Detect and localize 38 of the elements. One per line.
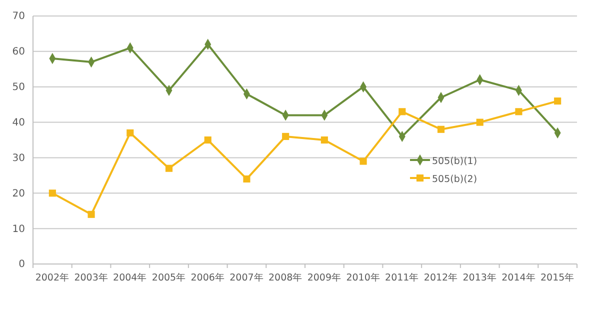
legend-label: 505(b)(1) [432, 156, 478, 167]
y-tick-label: 60 [12, 46, 25, 58]
x-tick-label: 2013年 [462, 272, 497, 284]
x-tick-label: 2004年 [113, 272, 148, 284]
x-tick-label: 2012年 [424, 272, 458, 284]
y-tick-label: 40 [12, 117, 25, 128]
point [126, 129, 134, 136]
point [515, 108, 522, 116]
legend-label: 505(b)(2) [432, 174, 478, 185]
point [398, 108, 406, 116]
y-tick-label: 0 [18, 259, 25, 270]
point [554, 97, 562, 105]
point [88, 210, 95, 218]
point [204, 136, 212, 144]
point [320, 136, 328, 144]
point [360, 158, 367, 165]
x-tick-label: 2014年 [502, 272, 536, 284]
point [437, 126, 445, 133]
x-tick-label: 2009年 [307, 272, 342, 284]
x-tick-label: 2005年 [152, 272, 186, 284]
point [243, 175, 250, 183]
x-tick-label: 2006年 [190, 272, 225, 284]
y-tick-label: 70 [12, 11, 25, 22]
x-tick-label: 2015年 [540, 272, 575, 284]
x-tick-label: 2003年 [74, 272, 108, 284]
x-tick-label: 2002年 [35, 272, 70, 284]
point [282, 132, 290, 140]
y-tick-label: 30 [12, 152, 25, 164]
x-tick-label: 2010年 [346, 272, 380, 284]
y-tick-label: 10 [12, 224, 25, 235]
y-tick-label: 50 [12, 82, 25, 94]
x-tick-label: 2008年 [268, 272, 303, 284]
point [476, 118, 484, 126]
point [48, 190, 56, 197]
point [165, 164, 173, 172]
x-tick-label: 2007年 [230, 272, 264, 284]
y-tick-label: 20 [12, 188, 25, 200]
x-tick-label: 2011年 [385, 272, 420, 284]
